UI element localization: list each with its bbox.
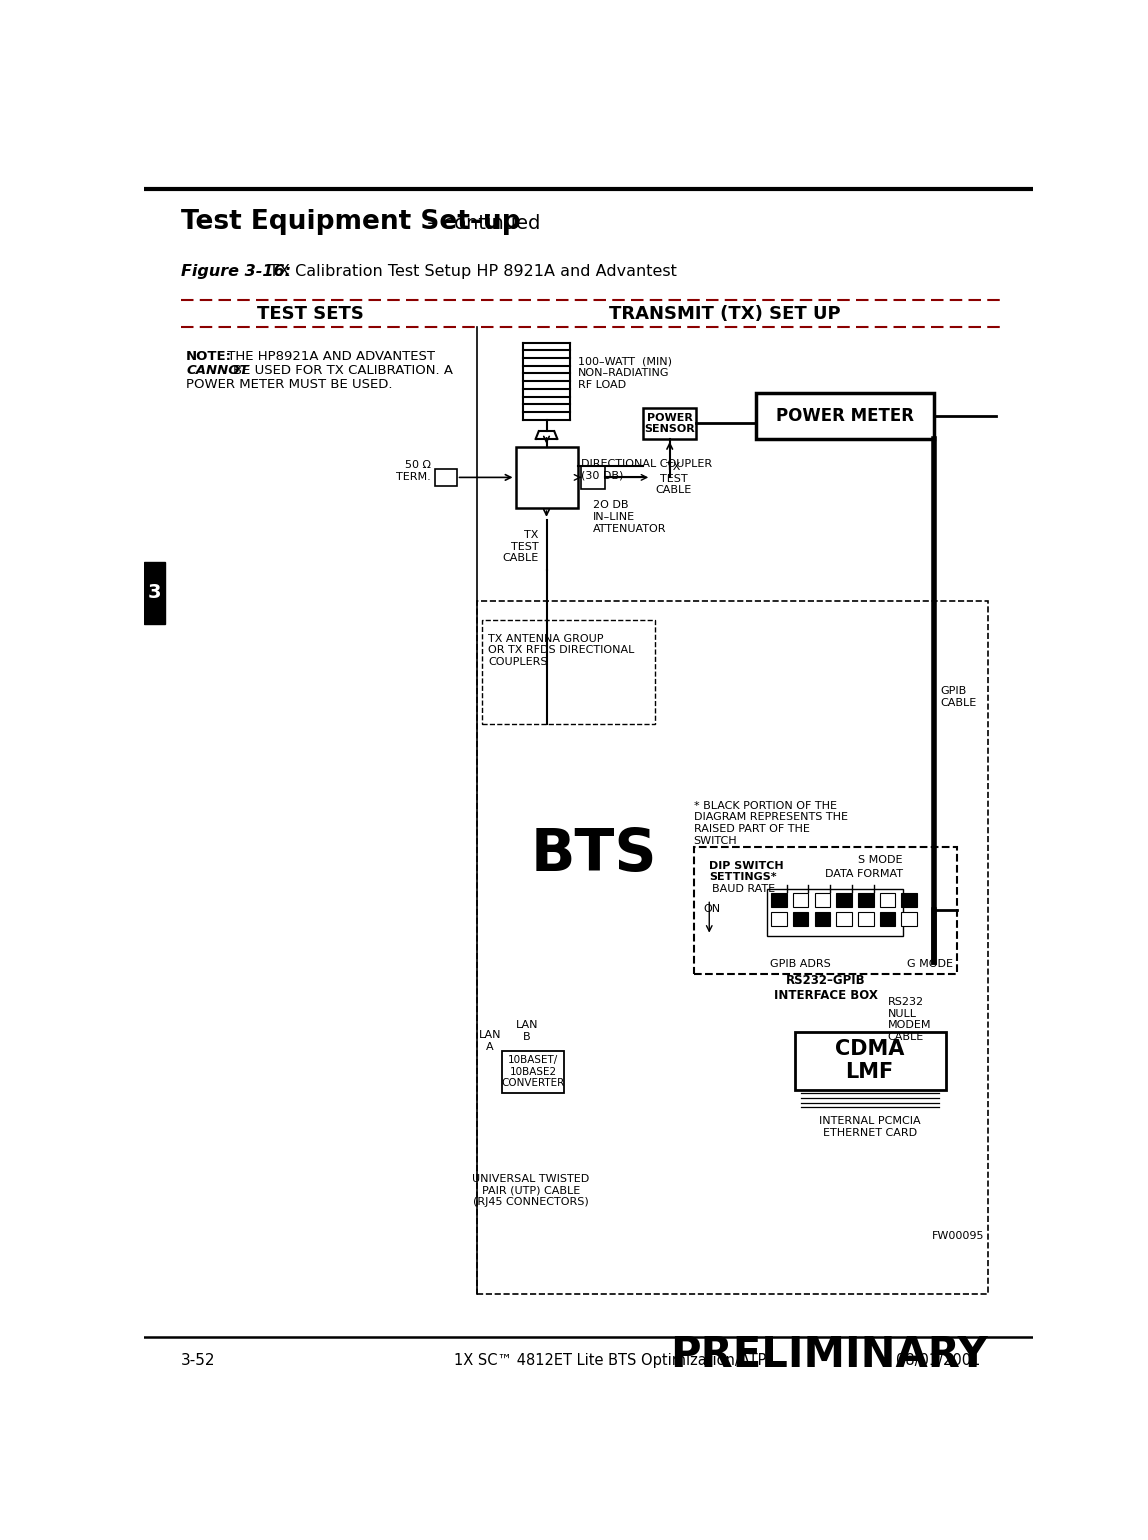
Bar bbox=[858, 893, 874, 907]
Bar bbox=[793, 893, 808, 907]
Bar bbox=[771, 912, 786, 926]
Text: Test Equipment Set–up: Test Equipment Set–up bbox=[180, 209, 520, 234]
Text: 1X SC™ 4812ET Lite BTS Optimization/ATP: 1X SC™ 4812ET Lite BTS Optimization/ATP bbox=[453, 1354, 766, 1368]
Bar bbox=[482, 619, 656, 724]
Bar bbox=[503, 1050, 565, 1093]
Text: UNIVERSAL TWISTED
PAIR (UTP) CABLE
(RJ45 CONNECTORS): UNIVERSAL TWISTED PAIR (UTP) CABLE (RJ45… bbox=[472, 1173, 590, 1207]
Text: POWER METER MUST BE USED.: POWER METER MUST BE USED. bbox=[186, 377, 393, 391]
Text: 100–WATT  (MIN)
NON–RADIATING
RF LOAD: 100–WATT (MIN) NON–RADIATING RF LOAD bbox=[577, 357, 672, 390]
Text: 2O DB
IN–LINE
ATTENUATOR: 2O DB IN–LINE ATTENUATOR bbox=[594, 500, 667, 534]
Bar bbox=[901, 912, 917, 926]
Text: GPIB
CABLE: GPIB CABLE bbox=[940, 685, 977, 708]
Bar bbox=[643, 408, 696, 439]
Text: CANNOT: CANNOT bbox=[186, 363, 249, 377]
Text: TX
TEST
CABLE: TX TEST CABLE bbox=[503, 530, 538, 564]
Bar bbox=[435, 468, 457, 485]
Bar bbox=[815, 912, 830, 926]
Bar bbox=[901, 893, 917, 907]
Text: * BLACK PORTION OF THE
DIAGRAM REPRESENTS THE
RAISED PART OF THE
SWITCH: * BLACK PORTION OF THE DIAGRAM REPRESENT… bbox=[693, 801, 847, 845]
Text: LAN
A: LAN A bbox=[479, 1030, 502, 1052]
Bar bbox=[771, 893, 786, 907]
Text: RS232–GPIB
INTERFACE BOX: RS232–GPIB INTERFACE BOX bbox=[774, 973, 877, 1003]
Text: 10BASET/
10BASE2
CONVERTER: 10BASET/ 10BASE2 CONVERTER bbox=[502, 1055, 565, 1089]
Text: CDMA
LMF: CDMA LMF bbox=[835, 1038, 905, 1083]
Bar bbox=[879, 912, 895, 926]
Text: BAUD RATE: BAUD RATE bbox=[712, 884, 775, 893]
Bar bbox=[879, 893, 895, 907]
Bar bbox=[794, 1032, 946, 1090]
Text: Figure 3-16:: Figure 3-16: bbox=[180, 263, 290, 279]
Text: RS232
NULL
MODEM
CABLE: RS232 NULL MODEM CABLE bbox=[887, 998, 931, 1043]
Text: TX
TEST
CABLE: TX TEST CABLE bbox=[656, 462, 692, 496]
Bar bbox=[476, 601, 988, 1294]
Bar bbox=[693, 847, 957, 973]
Bar bbox=[837, 893, 852, 907]
Text: – continued: – continued bbox=[421, 214, 541, 233]
Text: 08/01/2001: 08/01/2001 bbox=[897, 1354, 980, 1368]
Text: PRELIMINARY: PRELIMINARY bbox=[670, 1334, 988, 1377]
Text: DIP SWITCH
SETTINGS*: DIP SWITCH SETTINGS* bbox=[709, 861, 784, 882]
Bar bbox=[767, 889, 903, 935]
Text: ON: ON bbox=[703, 904, 720, 913]
Text: TX ANTENNA GROUP
OR TX RFDS DIRECTIONAL
COUPLERS: TX ANTENNA GROUP OR TX RFDS DIRECTIONAL … bbox=[488, 634, 635, 667]
Text: BTS: BTS bbox=[532, 825, 658, 884]
Text: S MODE: S MODE bbox=[859, 855, 903, 864]
Bar bbox=[837, 912, 852, 926]
Bar bbox=[793, 912, 808, 926]
Text: INTERNAL PCMCIA
ETHERNET CARD: INTERNAL PCMCIA ETHERNET CARD bbox=[819, 1116, 921, 1138]
Text: POWER
SENSOR: POWER SENSOR bbox=[644, 413, 695, 434]
Bar bbox=[858, 912, 874, 926]
Text: TX Calibration Test Setup HP 8921A and Advantest: TX Calibration Test Setup HP 8921A and A… bbox=[264, 263, 676, 279]
Text: GPIB ADRS: GPIB ADRS bbox=[769, 958, 830, 969]
Bar bbox=[515, 447, 577, 508]
Text: 50 Ω
TERM.: 50 Ω TERM. bbox=[396, 460, 430, 482]
Bar bbox=[581, 465, 605, 488]
Text: THE HP8921A AND ADVANTEST: THE HP8921A AND ADVANTEST bbox=[224, 350, 435, 363]
Text: LAN
B: LAN B bbox=[515, 1019, 538, 1043]
Text: POWER METER: POWER METER bbox=[776, 407, 914, 425]
Bar bbox=[815, 893, 830, 907]
Bar bbox=[755, 393, 934, 439]
Bar bbox=[144, 562, 165, 624]
Text: 3-52: 3-52 bbox=[180, 1354, 215, 1368]
Text: FW00095: FW00095 bbox=[932, 1230, 984, 1241]
Text: DATA FORMAT: DATA FORMAT bbox=[825, 869, 903, 878]
Text: G MODE: G MODE bbox=[907, 958, 953, 969]
Text: TEST SETS: TEST SETS bbox=[257, 305, 364, 323]
Text: DIRECTIONAL COUPLER
(30 DB): DIRECTIONAL COUPLER (30 DB) bbox=[581, 459, 713, 480]
Text: BE USED FOR TX CALIBRATION. A: BE USED FOR TX CALIBRATION. A bbox=[233, 363, 452, 377]
Text: 3: 3 bbox=[148, 584, 161, 602]
Text: TRANSMIT (TX) SET UP: TRANSMIT (TX) SET UP bbox=[608, 305, 840, 323]
Text: NOTE:: NOTE: bbox=[186, 350, 232, 363]
